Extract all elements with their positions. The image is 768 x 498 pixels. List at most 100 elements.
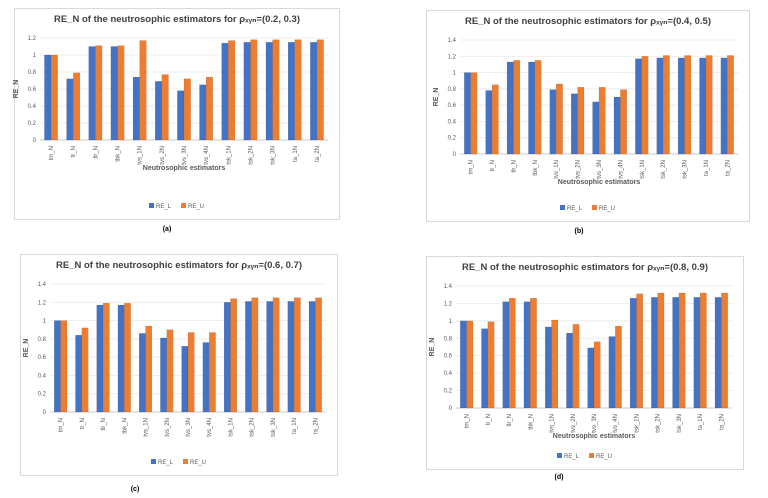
x-tick-label: tvs_1N xyxy=(550,414,556,433)
y-tick-label: 0 xyxy=(453,152,457,158)
x-tick-label: tlr_N xyxy=(101,418,107,431)
bar-re-l xyxy=(587,347,595,409)
bar-re-l xyxy=(75,335,82,413)
x-tick-label: ta_1N xyxy=(293,146,299,162)
bar-re-l xyxy=(651,297,658,409)
caption-a: (a) xyxy=(162,226,172,233)
x-tick-label: tm_N xyxy=(469,160,475,174)
y-tick-label: 0.8 xyxy=(444,336,453,342)
bar-re-l xyxy=(265,42,273,141)
bar-re-u xyxy=(530,298,537,409)
bar-re-l xyxy=(223,302,231,413)
chart-svg-d: RE_N of the neutrosophic estimators for … xyxy=(429,262,732,460)
bar-re-u xyxy=(294,39,302,141)
bar-re-u xyxy=(230,298,237,413)
chart-title: RE_N of the neutrosophic estimators for … xyxy=(465,16,711,27)
chart-panel-c: RE_N of the neutrosophic estimators for … xyxy=(0,252,384,498)
legend-label: RE_L xyxy=(156,204,172,210)
x-tick-label: tvs_4N xyxy=(613,414,619,433)
x-tick-label: tvs_3N xyxy=(186,418,192,437)
bar-re-l xyxy=(117,304,125,413)
x-tick-label: tvs_2N xyxy=(576,160,582,179)
x-tick-label: tlr_N xyxy=(507,414,513,427)
bar-re-l xyxy=(714,297,722,409)
bar-re-u xyxy=(577,87,585,155)
bar-re-u xyxy=(315,297,322,413)
x-tick-label: ta_2N xyxy=(315,146,321,162)
y-axis-label: RE_N xyxy=(433,88,440,107)
y-tick-label: 0.2 xyxy=(444,389,453,395)
y-tick-label: 1.2 xyxy=(28,36,37,42)
chart-panel-d: RE_N of the neutrosophic estimators for … xyxy=(384,252,768,498)
bar-re-u xyxy=(593,341,601,409)
y-tick-label: 0 xyxy=(33,138,37,144)
legend-swatch-re-l xyxy=(151,459,156,464)
bar-re-u xyxy=(678,292,686,409)
chart-svg-c: RE_N of the neutrosophic estimators for … xyxy=(23,260,326,466)
y-tick-label: 0.6 xyxy=(444,354,453,360)
y-axis-label: RE_N xyxy=(13,80,20,99)
x-tick-label: ta_1N xyxy=(292,418,298,434)
bar-re-l xyxy=(96,304,104,413)
bar-re-l xyxy=(635,58,642,155)
x-tick-label: tvs_2N xyxy=(160,146,166,165)
bar-re-u xyxy=(620,89,627,155)
x-tick-label: tvs_3N xyxy=(182,146,188,165)
y-tick-label: 1.2 xyxy=(444,301,453,307)
legend-swatch-re-u xyxy=(183,459,188,464)
y-tick-label: 1 xyxy=(449,319,453,325)
bar-re-u xyxy=(470,72,478,155)
bar-re-u xyxy=(641,56,649,155)
legend-label: RE_L xyxy=(564,454,580,460)
bar-re-l xyxy=(308,301,316,413)
bar-re-u xyxy=(161,74,169,141)
bar-re-u xyxy=(598,87,606,155)
legend-label: RE_L xyxy=(567,206,583,212)
bar-re-l xyxy=(287,301,295,413)
bar-re-u xyxy=(316,39,324,141)
y-tick-label: 1.2 xyxy=(38,300,47,306)
x-tick-label: tbk_N xyxy=(116,146,122,162)
y-tick-label: 0.4 xyxy=(28,104,37,110)
y-tick-label: 1.2 xyxy=(448,54,457,60)
bar-re-u xyxy=(102,303,110,413)
chart-title: RE_N of the neutrosophic estimators for … xyxy=(56,260,302,271)
legend-swatch-re-l xyxy=(560,205,565,210)
legend-label: RE_U xyxy=(188,204,204,210)
bar-re-u xyxy=(206,76,213,141)
x-tick-label: ta_2N xyxy=(725,160,731,176)
x-tick-label: tsk_1N xyxy=(226,146,232,165)
bar-re-l xyxy=(66,78,74,141)
x-tick-label: tsk_2N xyxy=(656,414,662,433)
bar-re-l xyxy=(245,301,252,413)
y-tick-label: 0.6 xyxy=(448,103,457,109)
bar-re-u xyxy=(615,325,622,409)
bar-re-l xyxy=(720,57,728,155)
y-tick-label: 0.8 xyxy=(38,337,47,343)
y-tick-label: 1 xyxy=(33,53,37,59)
x-tick-label: tsk_1N xyxy=(640,160,646,179)
x-tick-label: tsk_2N xyxy=(661,160,667,179)
x-tick-label: tr_N xyxy=(71,146,77,157)
y-tick-label: 1 xyxy=(43,319,47,325)
x-tick-label: tvs_1N xyxy=(138,146,144,165)
bar-re-u xyxy=(250,39,258,141)
x-tick-label: ta_2N xyxy=(313,418,319,434)
caption-d: (d) xyxy=(554,474,564,481)
bar-re-l xyxy=(629,298,637,409)
x-tick-label: tm_N xyxy=(465,414,471,428)
bar-re-l xyxy=(485,90,493,155)
x-tick-label: tvs_4N xyxy=(618,160,624,179)
chart-title: RE_N of the neutrosophic estimators for … xyxy=(54,14,300,25)
bar-re-u xyxy=(294,297,301,413)
bar-re-u xyxy=(228,40,236,141)
y-tick-label: 0.4 xyxy=(38,373,47,379)
x-tick-label: tvs_4N xyxy=(207,418,213,437)
bar-re-l xyxy=(608,336,616,409)
y-tick-label: 0.6 xyxy=(38,355,47,361)
bar-re-l xyxy=(566,332,573,409)
bar-re-u xyxy=(183,78,191,141)
bar-re-l xyxy=(110,46,118,141)
x-tick-label: tvs_1N xyxy=(554,160,560,179)
bar-re-u xyxy=(187,332,195,413)
